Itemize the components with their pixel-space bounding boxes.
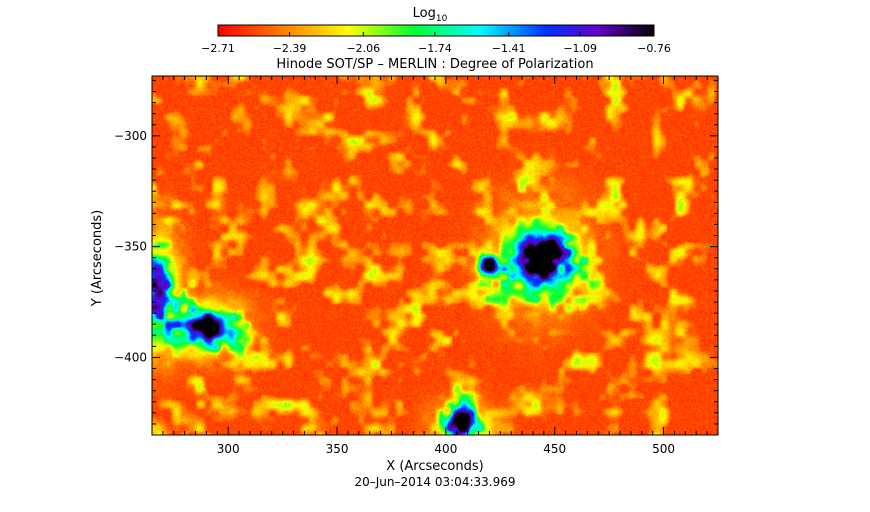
colorbar-tick-label: −2.71 (201, 42, 235, 55)
colorbar-label: Log10 (413, 6, 448, 24)
timestamp: 20–Jun–2014 03:04:33.969 (355, 475, 516, 489)
chart-title: Hinode SOT/SP – MERLIN : Degree of Polar… (276, 57, 593, 72)
axis-ticks: 300 350 400 450 500 −300 −350 −400 (114, 76, 718, 456)
colorbar (217, 24, 655, 37)
y-tick-label: −300 (114, 129, 147, 143)
x-tick-label: 500 (652, 442, 675, 456)
colorbar-ticks: −2.71 −2.39 −2.06 −1.74 −1.41 −1.09 −0.76 (201, 32, 671, 55)
colorbar-tick-label: −1.09 (563, 42, 597, 55)
colorbar-tick-label: −1.74 (418, 42, 452, 55)
y-axis-label: Y (Arcseconds) (90, 210, 105, 307)
y-tick-label: −400 (114, 350, 147, 364)
heatmap-area (152, 76, 718, 435)
colorbar-tick-label: −2.06 (346, 42, 380, 55)
y-tick-label: −350 (114, 240, 147, 254)
colorbar-tick-label: −2.39 (273, 42, 307, 55)
x-tick-label: 350 (326, 442, 349, 456)
x-tick-label: 300 (217, 442, 240, 456)
colorbar-tick-label: −1.41 (492, 42, 526, 55)
x-tick-label: 450 (543, 442, 566, 456)
colorbar-tick-label: −0.76 (637, 42, 671, 55)
x-axis-label: X (Arcseconds) (386, 459, 483, 474)
x-tick-label: 400 (434, 442, 457, 456)
